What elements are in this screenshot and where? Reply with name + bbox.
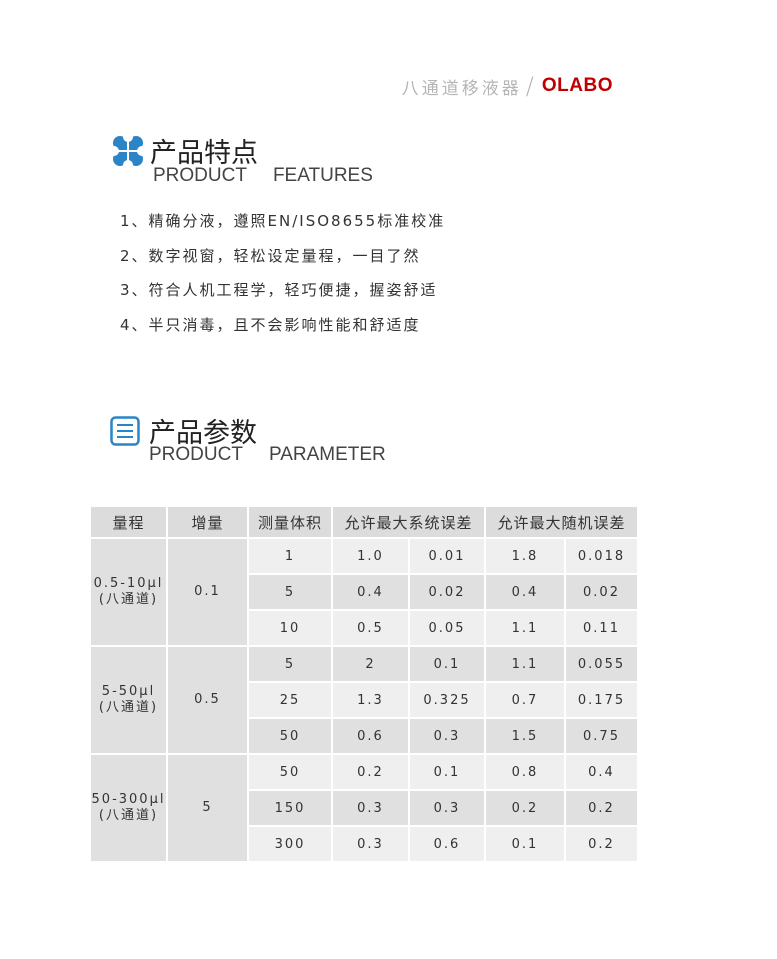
header-range: 量程 [91, 507, 166, 537]
table-cell: 0.4 [333, 575, 408, 609]
table-cell: 50 [249, 719, 331, 753]
list-item: 1、精确分液，遵照EN/ISO8655标准校准 [120, 212, 446, 230]
channel-label: (八通道) [98, 592, 159, 607]
table-cell: 0.325 [410, 683, 484, 717]
subtitle-word: PRODUCT [149, 444, 243, 465]
table-cell: 1.8 [486, 539, 564, 573]
table-cell: 1.5 [486, 719, 564, 753]
parameters-heading: 产品参数 [149, 418, 257, 449]
table-cell: 0.01 [410, 539, 484, 573]
table-cell: 0.1 [410, 647, 484, 681]
increment-cell: 0.1 [168, 539, 247, 645]
table-cell: 300 [249, 827, 331, 861]
header-systematic-error: 允许最大系统误差 [333, 507, 484, 537]
brand-logo: OLABO [541, 75, 613, 96]
separator: / [525, 72, 534, 100]
list-icon [110, 415, 140, 446]
table-cell: 0.2 [333, 755, 408, 789]
table-cell: 0.018 [566, 539, 637, 573]
table-cell: 0.4 [566, 755, 637, 789]
table-cell: 1 [249, 539, 331, 573]
table-cell: 5 [249, 575, 331, 609]
subtitle-word: PRODUCT [153, 165, 247, 186]
parameters-subtitle: PRODUCT PARAMETER [149, 444, 386, 466]
subtitle-word: PARAMETER [268, 444, 386, 465]
table-header-row: 量程 增量 测量体积 允许最大系统误差 允许最大随机误差 [91, 507, 637, 537]
table-cell: 0.11 [566, 611, 637, 645]
header-volume: 测量体积 [249, 507, 331, 537]
table-cell: 0.2 [486, 791, 564, 825]
increment-cell: 5 [168, 755, 247, 861]
table-cell: 0.5 [333, 611, 408, 645]
table-cell: 2 [333, 647, 408, 681]
table-cell: 0.75 [566, 719, 637, 753]
table-row: 10 0.5 0.05 1.1 0.11 [91, 611, 637, 645]
parameters-table: 量程 增量 测量体积 允许最大系统误差 允许最大随机误差 0.5-10μl (八通… [89, 505, 639, 863]
table-cell: 0.6 [333, 719, 408, 753]
table-row: 50 0.6 0.3 1.5 0.75 [91, 719, 637, 753]
table-cell: 1.3 [333, 683, 408, 717]
table-cell: 25 [249, 683, 331, 717]
table-cell: 0.3 [410, 719, 484, 753]
table-cell: 0.3 [333, 827, 408, 861]
channel-label: (八通道) [98, 700, 159, 715]
table-cell: 0.05 [410, 611, 484, 645]
header-increment: 增量 [168, 507, 247, 537]
range-cell: 0.5-10μl (八通道) [91, 539, 166, 645]
range-cell: 5-50μl (八通道) [91, 647, 166, 753]
table-cell: 5 [249, 647, 331, 681]
table-cell: 0.7 [486, 683, 564, 717]
table-row: 5-50μl (八通道) 0.5 5 2 0.1 1.1 0.055 [91, 647, 637, 753]
table-cell: 0.3 [410, 791, 484, 825]
table-cell: 0.8 [486, 755, 564, 789]
table-cell: 0.6 [410, 827, 484, 861]
table-cell: 10 [249, 611, 331, 645]
header-random-error: 允许最大随机误差 [486, 507, 637, 537]
subtitle-word: FEATURES [272, 165, 373, 186]
features-title: 产品特点 [112, 131, 258, 170]
table-row: 25 1.3 0.325 0.7 0.175 [91, 683, 637, 717]
features-subtitle: PRODUCT FEATURES [153, 165, 373, 187]
table-cell: 1.0 [333, 539, 408, 573]
table-cell: 0.02 [410, 575, 484, 609]
table-cell: 0.175 [566, 683, 637, 717]
table-cell: 0.1 [486, 827, 564, 861]
features-heading: 产品特点 [150, 138, 258, 169]
table-cell: 0.2 [566, 827, 637, 861]
list-item: 4、半只消毒，且不会影响性能和舒适度 [120, 315, 421, 334]
channel-label: (八通道) [98, 808, 159, 823]
table-row: 300 0.3 0.6 0.1 0.2 [91, 827, 637, 861]
table-cell: 150 [249, 791, 331, 825]
list-item: 2、数字视窗，轻松设定量程，一目了然 [120, 246, 421, 265]
table-cell: 0.4 [486, 575, 564, 609]
range-value: 5-50μl [101, 684, 156, 699]
table-cell: 50 [249, 755, 331, 789]
table-row: 0.5-10μl (八通道) 0.1 1 1.0 0.01 1.8 0.018 [91, 539, 637, 645]
table-cell: 1.1 [486, 611, 564, 645]
list-item: 3、符合人机工程学，轻巧便捷，握姿舒适 [120, 281, 438, 299]
table-row: 50-300μl (八通道) 5 50 0.2 0.1 0.8 0.4 [91, 755, 637, 861]
table-row: 150 0.3 0.3 0.2 0.2 [91, 791, 637, 825]
range-value: 0.5-10μl [93, 576, 164, 591]
table-row: 5 0.4 0.02 0.4 0.02 [91, 575, 637, 609]
table-cell: 1.1 [486, 647, 564, 681]
table-cell: 0.02 [566, 575, 637, 609]
brand-header: 八通道移液器 / OLABO [402, 72, 613, 100]
range-value: 50-300μl [91, 792, 166, 807]
increment-cell: 0.5 [168, 647, 247, 753]
four-petal-icon [112, 134, 144, 167]
table-cell: 0.3 [333, 791, 408, 825]
parameters-title: 产品参数 [110, 411, 257, 450]
table-cell: 0.2 [566, 791, 637, 825]
features-list: 1、精确分液，遵照EN/ISO8655标准校准 2、数字视窗，轻松设定量程，一目… [120, 210, 445, 348]
product-name: 八通道移液器 [401, 78, 522, 99]
table-cell: 0.055 [566, 647, 637, 681]
range-cell: 50-300μl (八通道) [91, 755, 166, 861]
table-cell: 0.1 [410, 755, 484, 789]
